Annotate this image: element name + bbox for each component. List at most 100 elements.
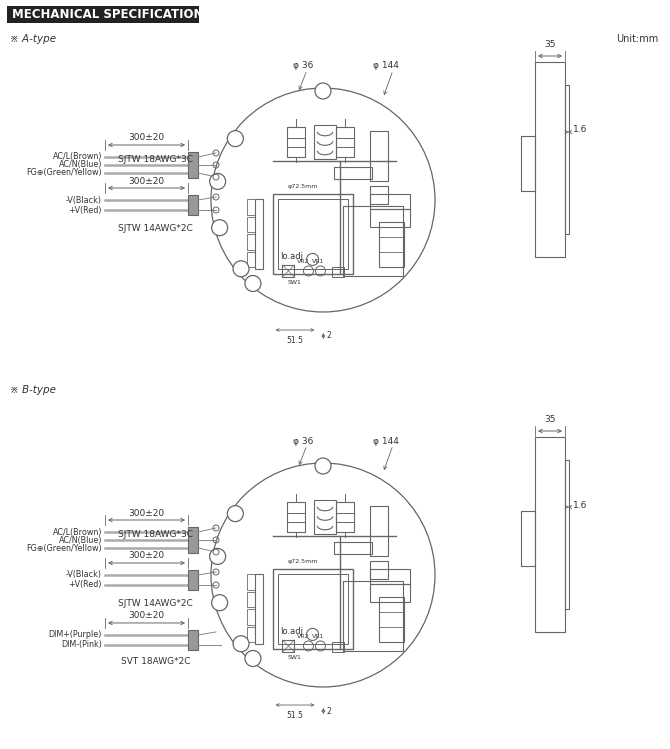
Circle shape [210, 548, 226, 565]
Circle shape [227, 130, 243, 147]
Text: VR2: VR2 [297, 259, 310, 264]
Text: 1.6: 1.6 [573, 126, 588, 135]
Circle shape [212, 219, 228, 236]
Bar [247, 199, 255, 215]
Text: 1.6: 1.6 [573, 500, 588, 509]
Bar [283, 640, 294, 652]
Circle shape [233, 261, 249, 277]
Text: -V(Black): -V(Black) [66, 571, 102, 580]
Text: SW1: SW1 [287, 655, 302, 661]
Text: SJTW 18AWG*3C: SJTW 18AWG*3C [118, 530, 193, 539]
Circle shape [245, 650, 261, 667]
Text: VR1: VR1 [312, 634, 325, 640]
Bar [247, 217, 255, 232]
Bar [370, 208, 410, 226]
Bar [370, 130, 388, 181]
Text: SJTW 14AWG*2C: SJTW 14AWG*2C [118, 224, 193, 233]
Text: ※ A-type: ※ A-type [10, 34, 56, 44]
Bar [370, 186, 388, 204]
Text: 300±20: 300±20 [129, 611, 165, 620]
Text: FG⊕(Green/Yellow): FG⊕(Green/Yellow) [26, 169, 102, 178]
Text: 51.5: 51.5 [287, 711, 304, 720]
Bar [188, 570, 198, 590]
Bar [273, 569, 352, 649]
Text: 35: 35 [544, 40, 555, 49]
Bar [7, 6, 199, 23]
Text: +V(Red): +V(Red) [68, 205, 102, 214]
Bar [277, 199, 348, 270]
Text: MECHANICAL SPECIFICATION: MECHANICAL SPECIFICATION [12, 8, 204, 22]
Bar [370, 560, 388, 578]
Text: AC/N(Blue): AC/N(Blue) [58, 160, 102, 169]
Circle shape [210, 174, 226, 189]
Bar [535, 437, 565, 632]
Bar [343, 205, 403, 276]
Bar [287, 127, 305, 157]
Bar [332, 267, 344, 277]
Bar [273, 195, 352, 274]
Text: SVT 18AWG*2C: SVT 18AWG*2C [121, 657, 190, 666]
Bar [521, 136, 535, 191]
Circle shape [233, 636, 249, 652]
Bar [334, 542, 373, 554]
Text: φ72.5mm: φ72.5mm [287, 184, 318, 189]
Circle shape [315, 83, 331, 99]
Text: SJTW 14AWG*2C: SJTW 14AWG*2C [118, 599, 193, 608]
Text: 35: 35 [544, 415, 555, 424]
Bar [370, 195, 410, 210]
Bar [370, 583, 410, 601]
Bar [247, 610, 255, 625]
Bar [277, 574, 348, 644]
Text: DIM-(Pink): DIM-(Pink) [61, 640, 102, 649]
Text: VR1: VR1 [312, 259, 325, 264]
Bar [535, 62, 565, 257]
Text: φ 144: φ 144 [373, 437, 399, 446]
Bar [565, 461, 569, 609]
Text: Io.adj: Io.adj [281, 252, 304, 261]
Text: AC/L(Brown): AC/L(Brown) [52, 153, 102, 162]
Circle shape [227, 506, 243, 521]
Bar [188, 195, 198, 215]
Text: ※ B-type: ※ B-type [10, 385, 56, 395]
Text: φ 144: φ 144 [373, 61, 399, 70]
Bar [336, 127, 354, 157]
Text: VR2: VR2 [297, 634, 310, 640]
Text: AC/N(Blue): AC/N(Blue) [58, 536, 102, 545]
Bar [343, 580, 403, 651]
Text: SW1: SW1 [287, 280, 302, 285]
Bar [188, 630, 198, 650]
Text: φ 36: φ 36 [293, 437, 314, 446]
Bar [370, 569, 410, 584]
Bar [287, 502, 305, 533]
Bar [255, 199, 263, 270]
Bar [247, 574, 255, 590]
Text: AC/L(Brown): AC/L(Brown) [52, 527, 102, 536]
Bar [283, 265, 294, 277]
Text: 300±20: 300±20 [129, 177, 165, 186]
Text: 300±20: 300±20 [129, 509, 165, 518]
Text: +V(Red): +V(Red) [68, 580, 102, 589]
Bar [314, 500, 336, 534]
Text: φ 36: φ 36 [293, 61, 314, 70]
Bar [379, 598, 404, 643]
Bar [336, 502, 354, 533]
Bar [314, 125, 336, 159]
Bar [521, 511, 535, 565]
Text: φ72.5mm: φ72.5mm [287, 559, 318, 564]
Bar [370, 506, 388, 556]
Text: 300±20: 300±20 [129, 551, 165, 560]
Text: 2: 2 [326, 332, 331, 341]
Text: Unit:mm: Unit:mm [616, 34, 658, 44]
Text: -V(Black): -V(Black) [66, 195, 102, 204]
Bar [247, 234, 255, 250]
Text: 300±20: 300±20 [129, 133, 165, 142]
Bar [332, 642, 344, 652]
Text: 51.5: 51.5 [287, 336, 304, 345]
Bar [247, 592, 255, 607]
Text: SJTW 18AWG*3C: SJTW 18AWG*3C [118, 155, 193, 164]
Bar [379, 222, 404, 267]
Text: DIM+(Purple): DIM+(Purple) [49, 631, 102, 640]
Bar [247, 252, 255, 267]
Circle shape [315, 458, 331, 474]
Text: Io.adj: Io.adj [281, 628, 304, 637]
